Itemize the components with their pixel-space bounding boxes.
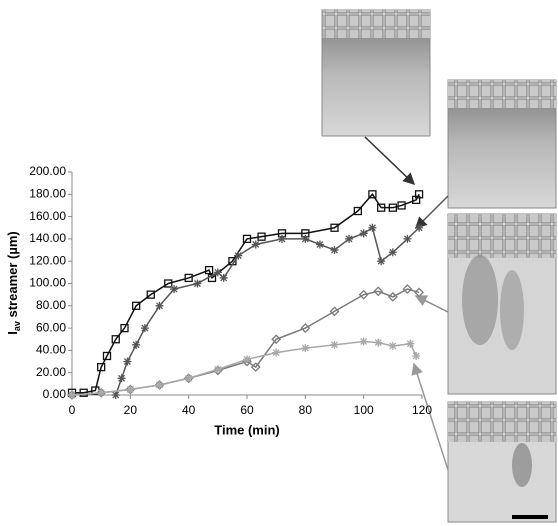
data-point	[117, 374, 126, 383]
data-point	[164, 279, 173, 288]
x-tick-label: 40	[182, 403, 196, 417]
y-label-part: I	[5, 331, 20, 335]
data-point	[406, 339, 415, 348]
data-point	[79, 388, 88, 397]
y-tick-label: 160.00	[29, 209, 66, 223]
data-point	[388, 203, 397, 212]
data-point	[234, 251, 243, 260]
data-point	[397, 201, 406, 210]
x-tick-label: 100	[354, 403, 374, 417]
data-point	[250, 362, 261, 373]
data-point	[132, 340, 141, 349]
arrows	[364, 136, 449, 471]
data-point	[377, 203, 386, 212]
data-point	[213, 268, 222, 277]
data-point	[301, 234, 310, 243]
x-tick-label: 120	[412, 403, 432, 417]
y-label-sub: av	[12, 321, 22, 331]
data-point	[330, 340, 339, 349]
data-point	[251, 240, 260, 249]
data-point	[257, 232, 266, 241]
data-point	[132, 301, 141, 310]
data-point	[219, 273, 228, 282]
data-point	[359, 229, 368, 238]
data-point	[415, 223, 424, 232]
data-point	[374, 338, 383, 347]
data-point	[358, 289, 369, 300]
data-point	[353, 206, 362, 216]
data-point	[146, 290, 155, 299]
data-point	[388, 341, 397, 350]
data-point	[414, 287, 425, 298]
data-point	[272, 348, 281, 357]
y-tick-label: 0.00	[43, 387, 67, 401]
y-tick-label: 20.00	[36, 365, 66, 379]
data-point	[278, 234, 286, 243]
data-point	[68, 391, 76, 399]
x-tick-label: 80	[299, 403, 313, 417]
series-line	[115, 226, 420, 396]
x-tick-label: 0	[69, 403, 76, 417]
data-point	[242, 234, 252, 244]
x-tick-label: 20	[124, 403, 138, 417]
y-tick-label: 100.00	[29, 276, 66, 290]
y-label-part: streamer (µm)	[5, 231, 20, 321]
data-point	[402, 284, 413, 294]
data-point	[184, 374, 193, 383]
data-point	[412, 351, 421, 360]
x-tick-label: 60	[240, 403, 254, 417]
data-point	[213, 365, 222, 374]
data-point	[170, 285, 179, 294]
data-point	[330, 223, 339, 232]
data-point	[111, 391, 120, 399]
data-point	[102, 351, 112, 361]
data-point	[329, 306, 340, 317]
data-point	[300, 323, 311, 334]
data-point	[97, 388, 106, 397]
data-point	[111, 335, 120, 344]
data-point	[155, 380, 164, 389]
y-tick-label: 200.00	[29, 164, 66, 178]
data-point	[330, 246, 339, 255]
data-point	[301, 344, 310, 353]
series-line	[71, 340, 417, 396]
data-point	[126, 385, 135, 394]
series-line	[72, 193, 420, 394]
data-point	[387, 291, 398, 302]
data-point	[414, 190, 424, 199]
data-point	[388, 248, 397, 257]
y-tick-label: 60.00	[36, 320, 66, 334]
data-point	[368, 190, 377, 199]
data-point	[193, 279, 202, 288]
y-axis-label: Iav streamer (µm)	[5, 231, 22, 335]
data-point	[243, 355, 251, 364]
data-point	[271, 334, 282, 345]
data-point	[373, 286, 384, 297]
data-point	[97, 362, 106, 372]
data-point	[359, 337, 368, 346]
data-point	[403, 234, 412, 243]
data-point	[140, 324, 149, 333]
data-point	[204, 265, 214, 275]
data-point	[368, 223, 377, 232]
data-point	[155, 301, 164, 310]
data-point	[120, 323, 129, 333]
data-point	[377, 257, 386, 266]
data-point	[184, 273, 193, 283]
y-tick-label: 40.00	[36, 343, 66, 357]
data-point	[345, 234, 354, 243]
micrographs	[321, 9, 557, 523]
x-axis-label: Time (min)	[214, 422, 280, 437]
data-point	[315, 240, 324, 249]
y-tick-label: 120.00	[29, 253, 66, 267]
y-tick-label: 140.00	[29, 231, 66, 245]
data-point	[123, 357, 132, 366]
y-tick-label: 180.00	[29, 186, 66, 200]
y-tick-label: 80.00	[36, 298, 66, 312]
